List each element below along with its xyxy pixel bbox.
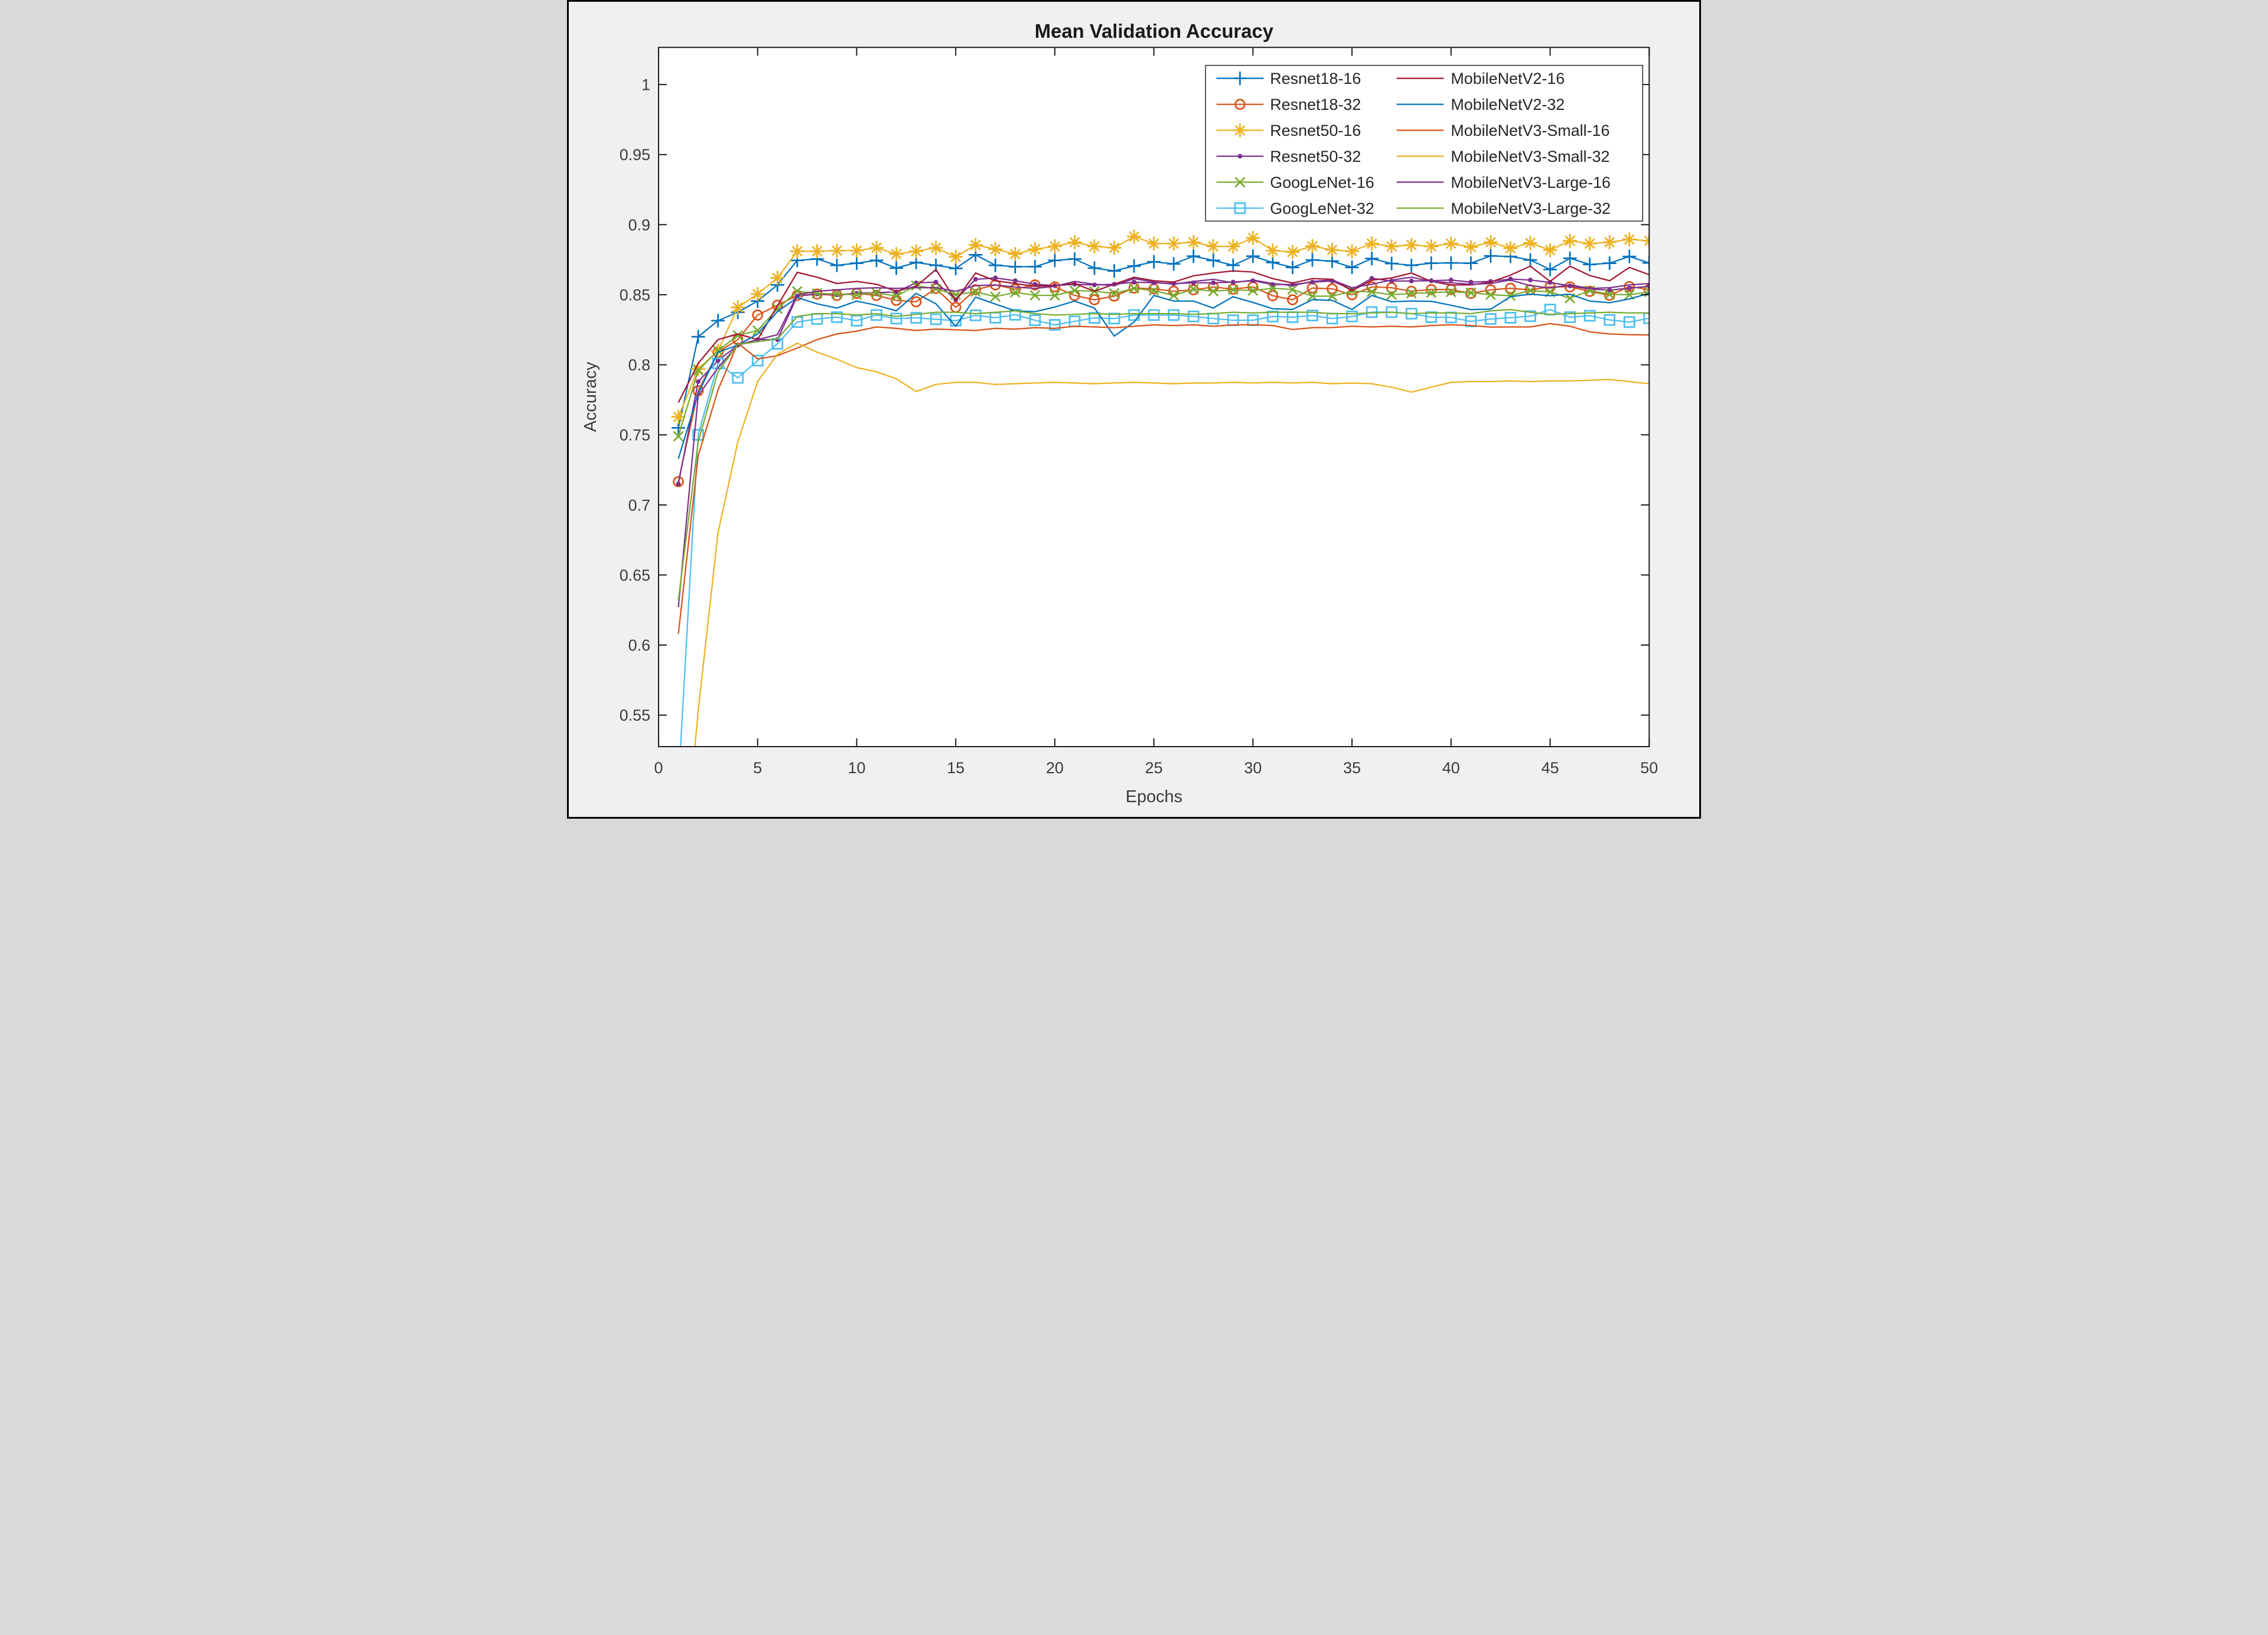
legend-label: MobileNetV2-16	[1451, 70, 1565, 87]
x-tick-label: 35	[1343, 759, 1361, 777]
x-tick-label: 0	[654, 759, 663, 777]
legend-label: MobileNetV3-Large-32	[1451, 200, 1611, 217]
legend-entry-MobileNetV3-Small-32: MobileNetV3-Small-32	[1396, 148, 1609, 165]
legend-label: MobileNetV3-Large-16	[1451, 174, 1611, 191]
series-MobileNetV3-Large-32	[677, 308, 1650, 601]
accuracy-chart: 0 5 10 15 20 25 30 35 40 45 50 0.55 0.6 0.65 0.7 0.75 0.…	[569, 2, 1699, 817]
legend-label: MobileNetV3-Small-16	[1451, 122, 1609, 139]
legend-entry-MobileNetV2-32: MobileNetV2-32	[1396, 96, 1565, 113]
x-tick-label: 45	[1542, 759, 1559, 777]
legend-label: MobileNetV2-32	[1451, 96, 1565, 113]
x-tick-label: 10	[848, 759, 866, 777]
axis-ticks: 0 5 10 15 20 25 30 35 40 45 50 0.55 0.6 0.65 0.7 0.75 0.…	[620, 47, 1658, 777]
legend-entry-Resnet50-16: Resnet50-16	[1216, 122, 1361, 139]
y-axis-label: Accuracy	[581, 361, 600, 432]
legend-entry-MobileNetV2-16: MobileNetV2-16	[1396, 70, 1565, 87]
y-tick-label: 0.9	[628, 216, 650, 234]
figure-window: 0 5 10 15 20 25 30 35 40 45 50 0.55 0.6 0.65 0.7 0.75 0.…	[567, 0, 1701, 819]
series-MobileNetV3-Small-32	[694, 342, 1650, 747]
series-GoogLeNet-16	[673, 280, 1650, 442]
x-tick-label: 5	[753, 759, 762, 777]
legend-entry-Resnet50-32: Resnet50-32	[1216, 148, 1361, 165]
x-axis-label: Epochs	[1126, 787, 1182, 806]
x-tick-label: 40	[1442, 759, 1460, 777]
legend-entry-MobileNetV3-Large-16: MobileNetV3-Large-16	[1396, 174, 1611, 191]
y-tick-label: 0.8	[628, 356, 650, 374]
legend-entry-MobileNetV3-Large-32: MobileNetV3-Large-32	[1396, 200, 1611, 217]
series-MobileNetV3-Small-16	[677, 323, 1650, 634]
legend-entry-GoogLeNet-16: GoogLeNet-16	[1216, 174, 1374, 191]
series-Resnet50-16	[671, 229, 1650, 424]
y-tick-label: 0.85	[620, 286, 650, 304]
chart-title: Mean Validation Accuracy	[1035, 20, 1274, 42]
y-tick-label: 0.75	[620, 426, 650, 444]
x-tick-label: 20	[1046, 759, 1064, 777]
legend-box	[1205, 64, 1644, 222]
y-tick-label: 0.95	[620, 146, 650, 164]
series-MobileNetV2-16	[677, 265, 1650, 403]
x-tick-label: 50	[1640, 759, 1658, 777]
legend: Resnet18-16 Resnet18-32 Resnet50-16 Resnet5…	[1205, 64, 1644, 222]
y-tick-label: 0.7	[628, 496, 650, 514]
legend-label: MobileNetV3-Small-32	[1451, 148, 1609, 165]
legend-label: GoogLeNet-16	[1270, 174, 1374, 191]
x-tick-label: 15	[947, 759, 964, 777]
legend-label: Resnet18-32	[1270, 96, 1361, 113]
series-layer	[671, 229, 1650, 747]
y-tick-label: 0.55	[620, 706, 650, 724]
legend-entry-MobileNetV3-Small-16: MobileNetV3-Small-16	[1396, 122, 1609, 139]
legend-entry-GoogLeNet-32: GoogLeNet-32	[1216, 200, 1374, 217]
series-MobileNetV3-Large-16	[677, 276, 1650, 608]
y-tick-label: 0.6	[628, 637, 650, 654]
legend-entry-Resnet18-16: Resnet18-16	[1216, 70, 1361, 87]
legend-entry-Resnet18-32: Resnet18-32	[1216, 96, 1361, 113]
axes-border	[658, 47, 1650, 748]
series-Resnet18-16	[672, 247, 1650, 435]
x-tick-label: 25	[1145, 759, 1163, 777]
legend-label: Resnet50-32	[1270, 148, 1361, 165]
legend-label: GoogLeNet-32	[1270, 200, 1374, 217]
legend-label: Resnet50-16	[1270, 122, 1361, 139]
series-MobileNetV2-32	[677, 292, 1650, 459]
y-tick-label: 1	[641, 76, 650, 94]
x-tick-label: 30	[1244, 759, 1262, 777]
legend-label: Resnet18-16	[1270, 70, 1361, 87]
y-tick-label: 0.65	[620, 566, 650, 584]
